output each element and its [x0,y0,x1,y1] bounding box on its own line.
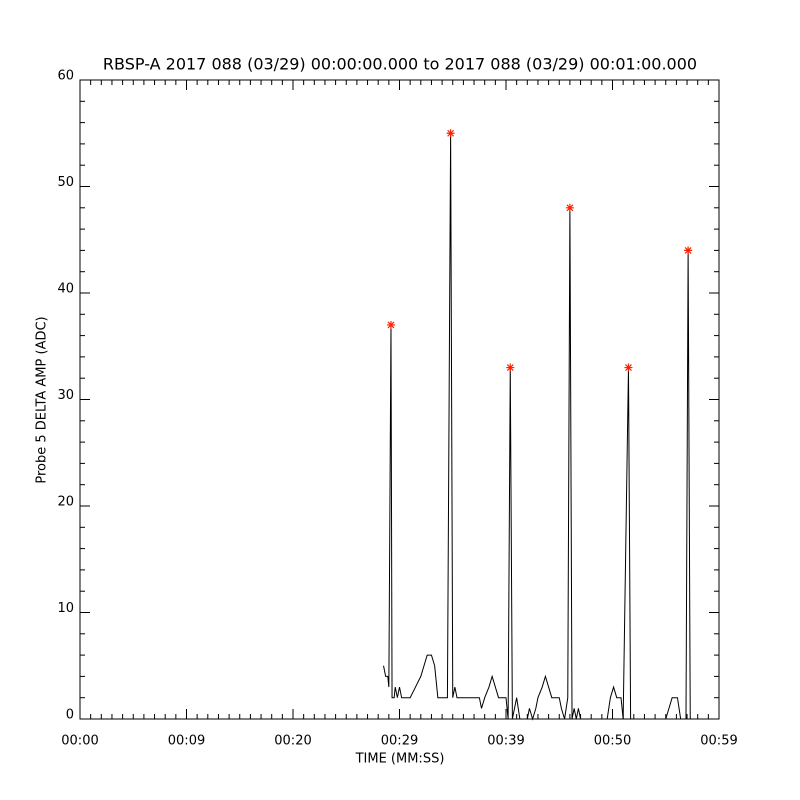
x-tick-label: 00:20 [274,734,311,749]
y-tick-label: 0 [66,708,74,723]
chart-title: RBSP-A 2017 088 (03/29) 00:00:00.000 to … [103,55,697,74]
x-axis-label: TIME (MM:SS) [355,752,445,767]
x-tick-label: 00:00 [61,734,98,749]
y-tick-label: 20 [57,495,74,510]
data-line [383,133,693,721]
x-tick-label: 00:29 [381,734,418,749]
peak-marker [506,363,515,372]
y-tick-label: 50 [57,175,74,190]
x-tick-label: 00:39 [487,734,524,749]
x-tick-label: 00:09 [168,734,205,749]
y-tick-label: 10 [57,601,74,616]
x-tick-label: 00:59 [700,734,737,749]
x-tick-label: 00:50 [594,734,631,749]
peak-marker [386,320,395,329]
peak-marker [624,363,633,372]
peak-marker [684,246,693,255]
y-tick-label: 30 [57,388,74,403]
y-axis-label: Probe 5 DELTA AMP (ADC) [35,316,50,483]
y-tick-label: 40 [57,282,74,297]
peak-marker [446,129,455,138]
y-tick-label: 60 [57,69,74,84]
peak-marker [565,203,574,212]
